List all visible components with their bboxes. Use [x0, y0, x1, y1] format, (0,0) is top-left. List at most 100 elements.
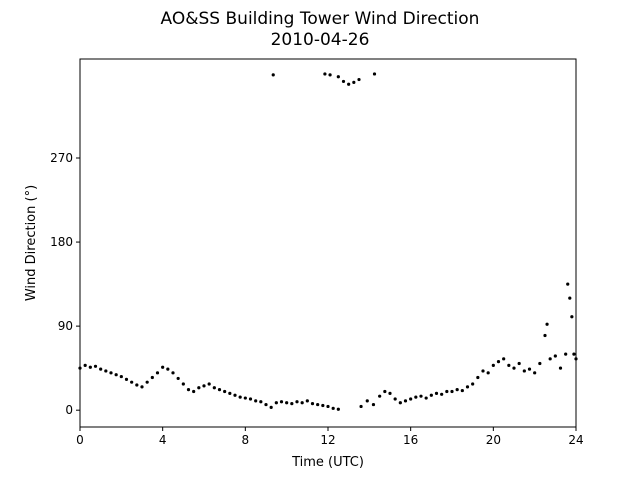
point — [290, 402, 294, 406]
point — [93, 364, 98, 368]
point — [460, 388, 464, 393]
point — [176, 376, 180, 381]
point — [310, 402, 315, 406]
point — [572, 352, 576, 356]
point — [558, 366, 563, 370]
point — [570, 315, 574, 319]
point — [543, 333, 547, 338]
y-tick-label: 180 — [50, 235, 73, 249]
point — [197, 386, 201, 390]
point — [248, 397, 253, 401]
point — [316, 402, 320, 407]
point — [502, 357, 506, 361]
point — [341, 79, 346, 84]
point — [135, 383, 139, 387]
point — [393, 397, 397, 401]
point — [347, 82, 351, 86]
point — [553, 354, 557, 358]
point — [481, 369, 485, 373]
point — [359, 404, 363, 409]
point — [568, 296, 572, 300]
point — [548, 357, 552, 361]
y-tick-label: 90 — [58, 319, 73, 333]
y-tick-label: 270 — [50, 151, 73, 165]
point — [414, 395, 418, 399]
point — [538, 361, 542, 366]
point — [274, 401, 278, 405]
point — [150, 375, 154, 380]
point — [471, 382, 475, 386]
point — [527, 367, 532, 371]
point — [486, 371, 490, 375]
point — [476, 375, 480, 380]
point — [83, 363, 87, 367]
point — [419, 394, 423, 398]
point — [119, 374, 123, 379]
point — [109, 371, 113, 375]
point — [434, 391, 439, 395]
point — [323, 72, 327, 76]
point — [564, 352, 568, 356]
point — [357, 77, 361, 82]
x-tick-label: 4 — [159, 433, 167, 447]
x-tick-label: 12 — [320, 433, 335, 447]
point — [445, 389, 449, 394]
point — [155, 371, 160, 375]
x-tick-label: 16 — [403, 433, 418, 447]
point — [254, 399, 258, 403]
point — [326, 404, 330, 409]
point — [352, 80, 356, 84]
point — [566, 282, 570, 286]
x-axis-label: Time (UTC) — [291, 455, 364, 470]
point — [124, 377, 129, 381]
point — [429, 393, 433, 397]
x-tick-label: 0 — [76, 433, 84, 447]
x-tick-label: 8 — [242, 433, 250, 447]
y-axis-label: Wind Direction (°) — [24, 185, 39, 301]
x-tick-label: 20 — [486, 433, 501, 447]
point — [207, 382, 211, 386]
chart-subtitle: 2010-04-26 — [271, 30, 370, 50]
point — [78, 366, 82, 370]
point — [388, 391, 392, 395]
point — [331, 406, 335, 410]
point — [99, 367, 103, 371]
point — [424, 396, 428, 400]
point — [295, 400, 299, 404]
point — [321, 403, 325, 408]
point — [145, 380, 149, 384]
point — [279, 400, 284, 404]
point — [336, 407, 340, 411]
point — [243, 396, 247, 400]
point — [507, 363, 511, 367]
point — [465, 385, 470, 389]
point — [114, 373, 118, 377]
point — [383, 389, 387, 394]
point — [491, 363, 495, 367]
point — [512, 366, 516, 370]
point — [130, 380, 134, 384]
point — [186, 388, 191, 392]
point — [517, 361, 521, 366]
point — [409, 397, 413, 401]
point — [372, 72, 377, 76]
point — [545, 322, 549, 326]
point — [212, 386, 216, 390]
point — [574, 357, 578, 361]
point — [285, 401, 289, 405]
point — [171, 371, 175, 375]
point — [228, 391, 232, 395]
point — [455, 388, 459, 392]
point — [496, 360, 501, 364]
point — [88, 365, 92, 369]
x-tick-label: 24 — [568, 433, 583, 447]
point — [166, 367, 170, 371]
point — [533, 371, 537, 375]
point — [522, 369, 526, 373]
point — [365, 399, 369, 403]
point — [181, 382, 185, 386]
point — [223, 389, 227, 394]
point — [233, 393, 237, 397]
point — [269, 405, 273, 409]
point — [440, 392, 444, 396]
